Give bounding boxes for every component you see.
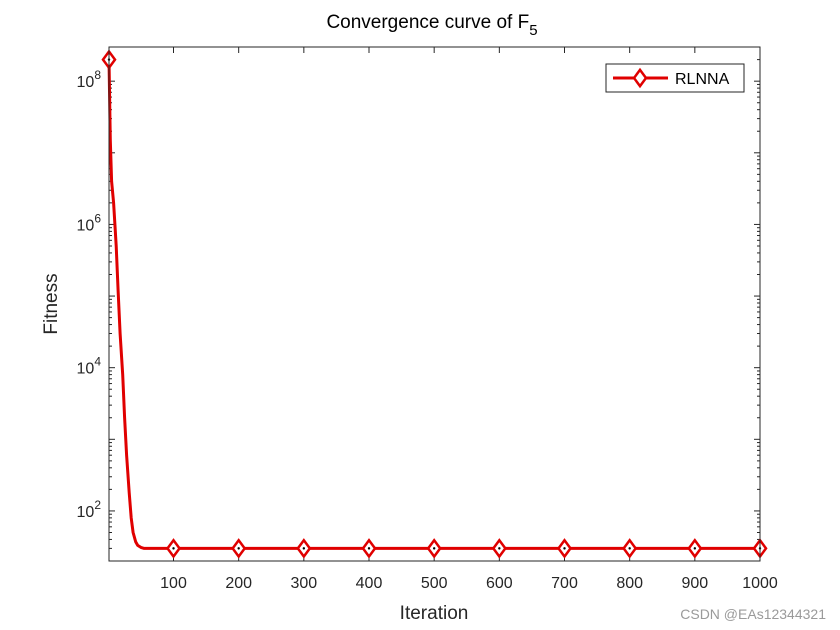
x-tick-label: 600	[486, 575, 513, 592]
series-marker-dot	[302, 547, 306, 550]
series-marker-dot	[237, 547, 240, 550]
x-tick-label: 400	[356, 575, 383, 592]
y-tick-label: 108	[77, 68, 102, 91]
plot-frame	[108, 46, 761, 562]
series-marker-dot	[367, 547, 371, 550]
y-tick-label: 104	[77, 355, 102, 378]
x-tick-label: 1000	[742, 575, 778, 592]
legend: RLNNA	[605, 63, 745, 93]
x-tick-label: 200	[225, 575, 252, 592]
watermark: CSDN @EAs12344321	[680, 606, 826, 622]
y-axis-label: Fitness	[41, 273, 62, 334]
chart-title: Convergence curve of F5	[326, 12, 537, 39]
x-tick-label: 800	[616, 575, 643, 592]
x-tick-label: 500	[421, 575, 448, 592]
x-tick-label: 300	[290, 575, 317, 592]
y-tick-label: 106	[77, 211, 102, 234]
legend-marker-rlnna	[632, 67, 648, 89]
series-line-rlnna	[107, 59, 760, 550]
chart-title-text: Convergence curve of F	[326, 12, 529, 33]
x-axis-ticks: 100 200 300 400 500 600 700 800 900 1000	[160, 47, 778, 592]
x-tick-label: 700	[551, 575, 578, 592]
series-marker-dot	[498, 547, 501, 550]
x-axis-label: Iteration	[400, 603, 469, 624]
legend-label-rlnna: RLNNA	[675, 71, 730, 88]
chart-title-subscript: 5	[529, 22, 537, 39]
series-marker-dot	[693, 547, 697, 550]
plot-area	[109, 47, 760, 561]
series-marker-dot	[432, 547, 436, 550]
series-marker-dot	[172, 547, 175, 550]
x-tick-label: 100	[160, 575, 187, 592]
y-tick-label: 102	[77, 498, 102, 521]
x-tick-label: 900	[681, 575, 708, 592]
series-marker-dot	[628, 547, 631, 550]
series-marker-dot	[563, 547, 566, 550]
